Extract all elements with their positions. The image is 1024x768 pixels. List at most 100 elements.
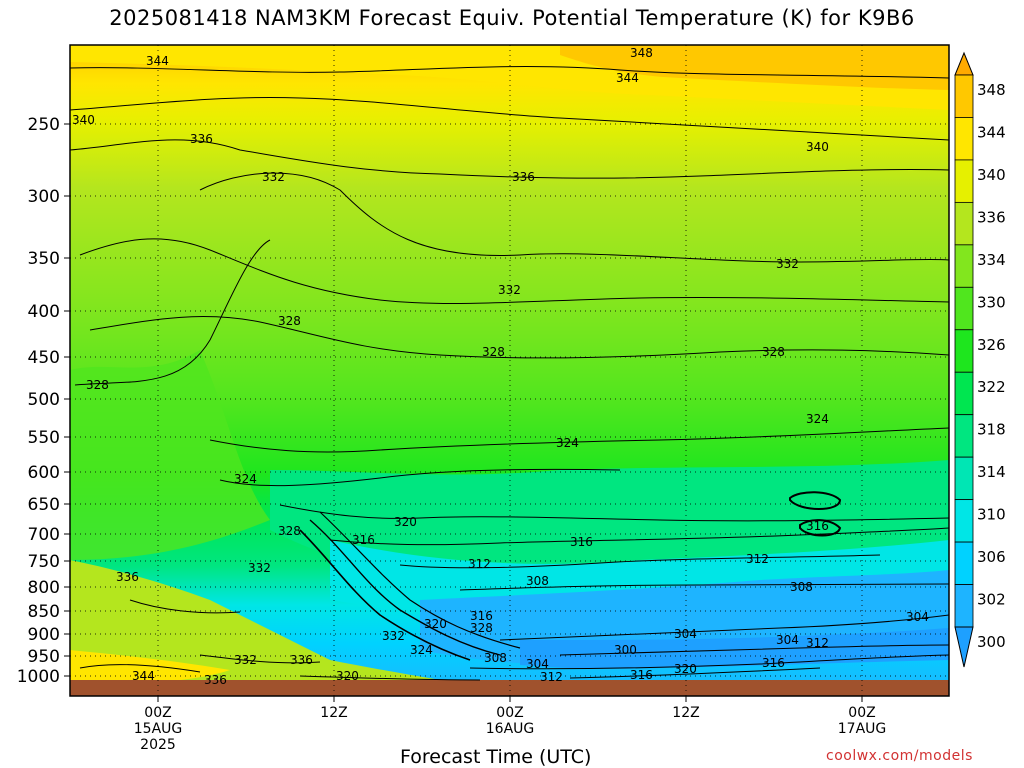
clabel-308-c: 308 — [484, 651, 507, 665]
y-tick-label-750: 750 — [28, 552, 60, 572]
clabel-324-b: 324 — [556, 436, 579, 450]
colorbar-band-3 — [954, 201, 974, 246]
contour-344-top — [70, 66, 949, 79]
clabel-344-b: 344 — [616, 71, 639, 85]
colorbar-band-2 — [954, 159, 974, 203]
contour-332a — [199, 172, 949, 263]
colorbar-label-302: 302 — [977, 591, 1006, 609]
clabel-304-b: 304 — [674, 627, 697, 641]
clabel-328-b: 328 — [482, 345, 505, 359]
clabel-336-e: 336 — [204, 673, 227, 687]
clabel-328-c: 328 — [762, 345, 785, 359]
clabel-336-a: 336 — [190, 132, 213, 146]
clabel-324-a: 324 — [234, 472, 257, 486]
clabel-304-c: 304 — [776, 633, 799, 647]
clabel-328-a: 328 — [278, 314, 301, 328]
colorbar-band-0 — [954, 74, 974, 118]
colorbar-band-12 — [954, 584, 974, 628]
clabel-332-e: 332 — [234, 653, 257, 667]
clabel-340-a: 340 — [72, 113, 95, 127]
clabel-348: 348 — [630, 46, 653, 60]
contour-332b — [79, 238, 949, 304]
colorbar-band-11 — [954, 541, 974, 585]
colorbar-bottom-arrow — [954, 626, 974, 668]
clabel-316-c: 316 — [806, 519, 829, 533]
clabel-300: 300 — [614, 643, 637, 657]
colorbar-label-306: 306 — [977, 548, 1006, 566]
clabel-312-a: 312 — [468, 557, 491, 571]
colorbar-label-330: 330 — [977, 293, 1006, 311]
contour-316 — [329, 527, 949, 546]
clabel-332-f: 332 — [382, 629, 405, 643]
y-tick-label-1000: 1000 — [17, 667, 60, 687]
colorbar-band-5 — [954, 286, 974, 331]
contour-304 — [499, 614, 949, 641]
contour-344-low — [79, 664, 201, 673]
contour-312-low — [469, 654, 949, 670]
y-tick-label-250: 250 — [28, 115, 60, 135]
x-tick-label-1-0: 12Z — [320, 705, 347, 721]
clabel-332-b: 332 — [776, 257, 799, 271]
contour-dense-band2 — [309, 519, 501, 656]
clabel-312-b: 312 — [746, 552, 769, 566]
clabel-308-a: 308 — [526, 574, 549, 588]
clabel-344-a: 344 — [146, 54, 169, 68]
y-tick-label-450: 450 — [28, 348, 60, 368]
contour-328a — [89, 316, 949, 359]
contour-lines — [70, 66, 949, 681]
contour-332-low — [199, 654, 321, 664]
clabel-324-c: 324 — [806, 412, 829, 426]
contour-blob-right — [789, 491, 842, 510]
clabel-344-c: 344 — [132, 669, 155, 683]
x-tick-label-0-1: 15AUG — [134, 721, 183, 737]
colorbar-label-340: 340 — [977, 166, 1006, 184]
clabel-336-b: 336 — [512, 170, 535, 184]
contour-dense-band — [299, 529, 471, 661]
field-cold-core — [520, 628, 949, 669]
clabel-312-c: 312 — [806, 636, 829, 650]
x-axis-label: Forecast Time (UTC) — [400, 746, 592, 768]
colorbar-label-318: 318 — [977, 421, 1006, 439]
clabel-316-d: 316 — [762, 656, 785, 670]
clabel-340-b: 340 — [806, 140, 829, 154]
x-tick-label-4-0: 00Z — [848, 705, 875, 721]
contour-336-low — [129, 599, 241, 614]
contour-316-low — [569, 667, 821, 679]
clabel-320-a: 320 — [394, 515, 417, 529]
clabel-328-f: 328 — [470, 621, 493, 635]
y-tick-label-500: 500 — [28, 390, 60, 410]
credit-link[interactable]: coolwx.com/models — [826, 748, 973, 764]
field-warm-lowlevel — [70, 560, 500, 690]
chart-title: 2025081418 NAM3KM Forecast Equiv. Potent… — [109, 6, 915, 30]
y-axis: 250 300 350 400 450 500 550 600 650 700 750 800 850 9… — [17, 115, 70, 687]
clabel-328-d: 328 — [86, 378, 109, 392]
colorbar-label-322: 322 — [977, 378, 1006, 396]
colorbar-band-8 — [954, 414, 974, 458]
contour-312 — [399, 554, 881, 569]
clabel-320-c: 320 — [336, 669, 359, 683]
y-tick-label-900: 900 — [28, 625, 60, 645]
x-tick-label-0-0: 00Z — [144, 705, 171, 721]
y-tick-label-950: 950 — [28, 647, 60, 667]
y-tick-label-850: 850 — [28, 602, 60, 622]
clabel-332-c: 332 — [498, 283, 521, 297]
clabel-332-d: 332 — [248, 561, 271, 575]
y-tick-label-300: 300 — [28, 187, 60, 207]
clabel-328-e: 328 — [278, 524, 301, 538]
contour-300 — [559, 644, 949, 656]
contour-324 — [209, 427, 949, 453]
contour-320 — [279, 504, 949, 522]
contour-336 — [70, 139, 949, 179]
colorbar-label-344: 344 — [977, 124, 1006, 142]
colorbar-band-10 — [954, 499, 974, 543]
colorbar-top-arrow — [954, 51, 974, 76]
colorbar-band-1 — [954, 117, 974, 161]
colorbar-label-348: 348 — [977, 81, 1006, 99]
y-tick-label-650: 650 — [28, 495, 60, 515]
contour-328b — [74, 239, 271, 386]
colorbar-band-9 — [954, 456, 974, 501]
ground-strip — [70, 680, 949, 696]
clabel-312-d: 312 — [540, 670, 563, 684]
colorbar-band-4 — [954, 244, 974, 288]
